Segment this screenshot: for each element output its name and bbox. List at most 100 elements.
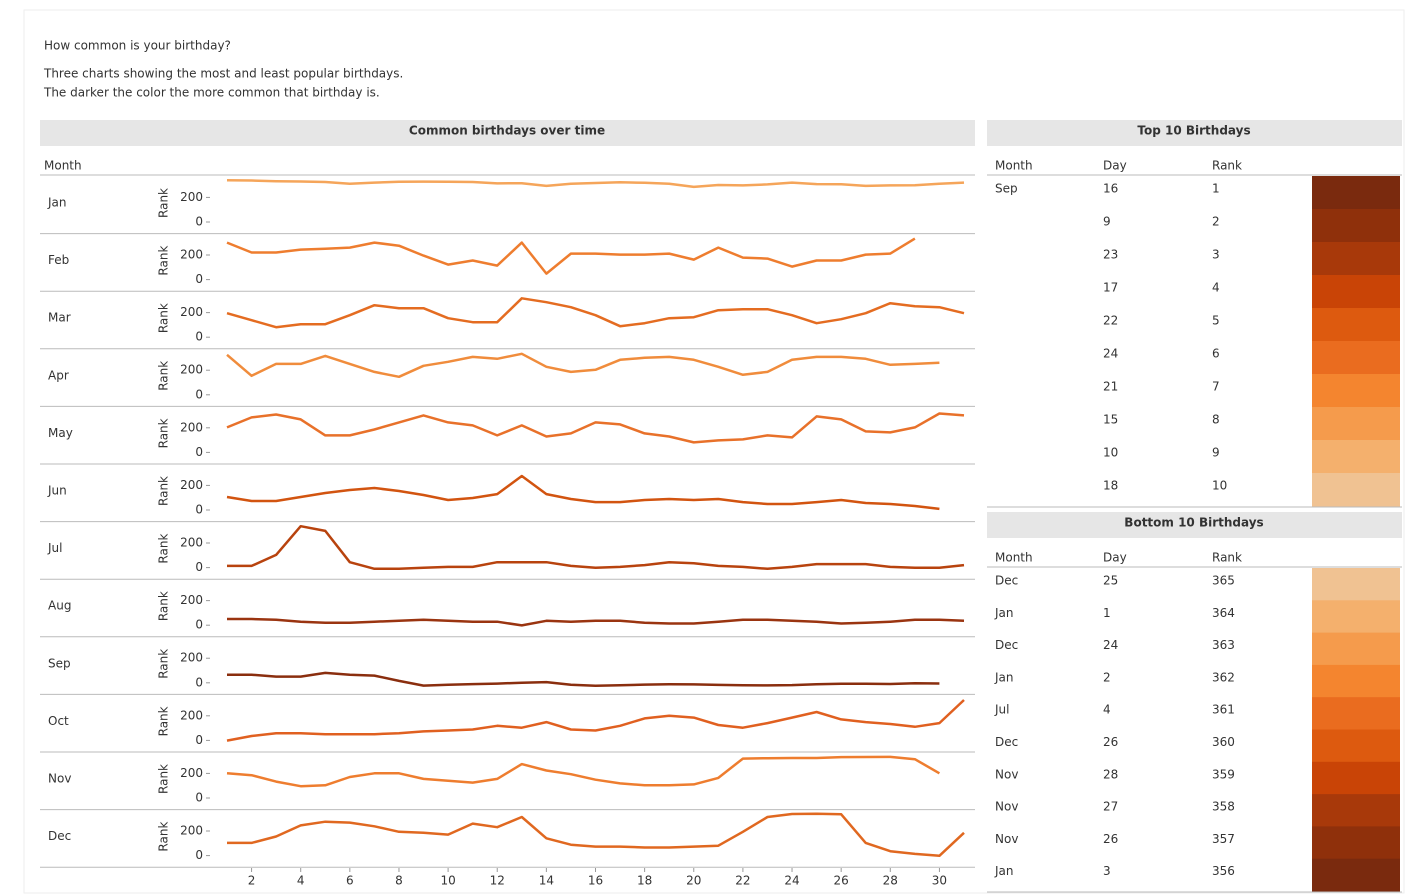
color-swatch xyxy=(1312,209,1400,243)
table-cell: 6 xyxy=(1212,347,1220,361)
rank-line xyxy=(226,412,965,444)
table-cell: 1 xyxy=(1103,606,1111,620)
rank-line xyxy=(226,352,940,379)
table-cell: 359 xyxy=(1212,767,1235,781)
table-cell: 357 xyxy=(1212,832,1235,846)
column-header: Month xyxy=(995,551,1033,565)
table-cell: Sep xyxy=(995,182,1018,196)
table-cell: 2 xyxy=(1212,215,1220,229)
y-axis-label: Rank xyxy=(157,822,171,852)
table-cell: 8 xyxy=(1212,413,1220,427)
color-swatch xyxy=(1312,176,1400,210)
color-swatch xyxy=(1312,275,1400,309)
color-swatch xyxy=(1312,341,1400,375)
y-tick-label: 200 xyxy=(180,248,203,262)
table-cell: 2 xyxy=(1103,670,1111,684)
column-header: Day xyxy=(1103,551,1127,565)
y-tick-label: 200 xyxy=(180,651,203,665)
color-swatch xyxy=(1312,826,1400,860)
y-tick-label: 200 xyxy=(180,363,203,377)
panel-header xyxy=(40,120,975,146)
table-cell: 28 xyxy=(1103,767,1118,781)
table-cell: Dec xyxy=(995,638,1018,652)
table-cell: 361 xyxy=(1212,703,1235,717)
table-cell: 17 xyxy=(1103,281,1118,295)
color-swatch xyxy=(1312,761,1400,795)
y-tick-label: 200 xyxy=(180,536,203,550)
y-tick-label: 200 xyxy=(180,593,203,607)
table-cell: Dec xyxy=(995,574,1018,588)
y-tick-label: 200 xyxy=(180,708,203,722)
y-tick-label: 200 xyxy=(180,305,203,319)
table-cell: 18 xyxy=(1103,479,1118,493)
color-swatch xyxy=(1312,308,1400,342)
table-cell: 22 xyxy=(1103,314,1118,328)
column-header: Rank xyxy=(1212,159,1242,173)
y-axis-label: Rank xyxy=(157,764,171,794)
x-tick-label: 22 xyxy=(735,874,750,888)
color-swatch xyxy=(1312,729,1400,763)
color-swatch xyxy=(1312,473,1400,507)
table-cell: 363 xyxy=(1212,638,1235,652)
rank-line xyxy=(226,699,965,742)
x-tick-label: 2 xyxy=(248,874,256,888)
x-tick-label: 10 xyxy=(440,874,455,888)
y-tick-label: 200 xyxy=(180,766,203,780)
rank-line xyxy=(226,237,916,275)
color-swatch xyxy=(1312,374,1400,408)
y-tick-label: 200 xyxy=(180,824,203,838)
y-tick-label: 0 xyxy=(195,560,203,574)
rank-line xyxy=(226,178,965,189)
month-label: Oct xyxy=(48,714,69,728)
rank-line xyxy=(226,755,941,788)
x-tick-label: 18 xyxy=(637,874,652,888)
y-tick-label: 0 xyxy=(195,215,203,229)
y-axis-label: Rank xyxy=(157,188,171,218)
table-cell: 9 xyxy=(1212,446,1220,460)
table-cell: 4 xyxy=(1103,703,1111,717)
table-cell: Nov xyxy=(995,767,1018,781)
table-cell: 27 xyxy=(1103,800,1118,814)
table-cell: 362 xyxy=(1212,670,1235,684)
color-swatch xyxy=(1312,794,1400,827)
rank-line xyxy=(227,524,965,571)
x-tick-label: 28 xyxy=(883,874,898,888)
color-swatch xyxy=(1312,242,1400,276)
y-axis-label: Rank xyxy=(157,591,171,621)
month-label: Dec xyxy=(48,829,71,843)
y-tick-label: 200 xyxy=(180,190,203,204)
month-label: Apr xyxy=(48,368,69,382)
table-cell: 25 xyxy=(1103,574,1118,588)
y-tick-label: 0 xyxy=(195,848,203,862)
table-cell: 10 xyxy=(1212,479,1227,493)
x-tick-label: 24 xyxy=(784,874,799,888)
column-header: Day xyxy=(1103,159,1127,173)
table-header xyxy=(987,120,1402,146)
y-tick-label: 0 xyxy=(195,503,203,517)
table-cell: 4 xyxy=(1212,281,1220,295)
color-swatch xyxy=(1312,664,1400,698)
color-swatch xyxy=(1312,600,1400,634)
y-tick-label: 0 xyxy=(195,445,203,459)
x-tick-label: 14 xyxy=(539,874,554,888)
rank-line xyxy=(226,474,940,511)
x-tick-label: 30 xyxy=(932,874,947,888)
table-cell: Nov xyxy=(995,832,1018,846)
y-tick-label: 0 xyxy=(195,387,203,401)
facet-label: Month xyxy=(44,159,82,173)
table-title: Bottom 10 Birthdays xyxy=(1124,516,1263,530)
table-cell: 9 xyxy=(1103,215,1111,229)
table-cell: 356 xyxy=(1212,864,1235,878)
table-cell: Dec xyxy=(995,735,1018,749)
table-cell: Jan xyxy=(994,864,1014,878)
subtitle: Three charts showing the most and least … xyxy=(43,67,403,81)
title: How common is your birthday? xyxy=(44,39,231,53)
color-swatch xyxy=(1312,697,1400,730)
x-tick-label: 26 xyxy=(834,874,849,888)
table-cell: 24 xyxy=(1103,347,1118,361)
table-header xyxy=(987,512,1402,538)
rank-line xyxy=(226,297,965,329)
y-axis-label: Rank xyxy=(157,476,171,506)
color-swatch xyxy=(1312,407,1400,441)
table-cell: 360 xyxy=(1212,735,1235,749)
